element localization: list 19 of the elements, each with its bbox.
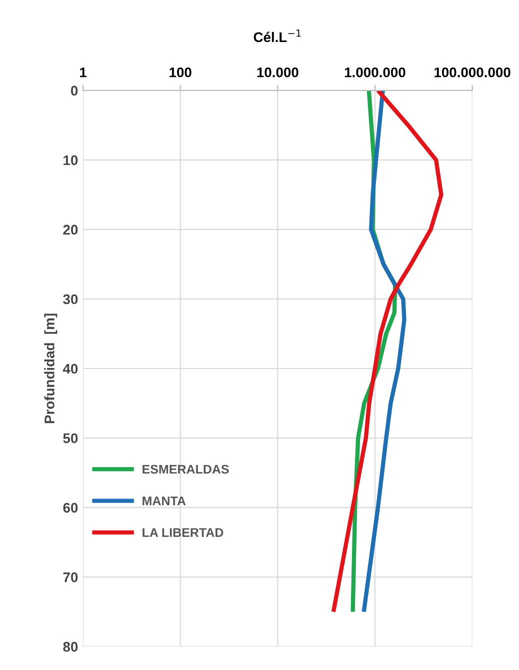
legend-label: LA LIBERTAD xyxy=(142,528,224,537)
y-tick-label: 50 xyxy=(63,433,78,444)
legend-label: MANTA xyxy=(142,496,186,506)
y-axis-title: Profundidad [m] xyxy=(44,314,58,424)
x-tick-label: 1 xyxy=(80,68,87,78)
legend-label: ESMERALDAS xyxy=(142,464,229,474)
x-axis-title: Cél.L$^{−1}$ xyxy=(254,30,301,42)
y-tick-label: 40 xyxy=(62,364,78,374)
y-tick-label: 30 xyxy=(63,294,78,304)
x-tick-label: 100 xyxy=(170,67,192,78)
y-tick-label: 20 xyxy=(63,224,78,235)
x-tick-label: 10.000 xyxy=(257,67,298,78)
x-tick-label: 1.000.000 xyxy=(344,67,406,78)
y-tick-label: 60 xyxy=(63,502,78,513)
y-tick-label: 10 xyxy=(64,155,78,166)
y-tick-label: 70 xyxy=(63,572,78,582)
y-tick-label: 80 xyxy=(63,642,78,652)
x-tick-label: 100.000.000 xyxy=(434,67,510,78)
y-tick-label: 0 xyxy=(71,86,78,96)
